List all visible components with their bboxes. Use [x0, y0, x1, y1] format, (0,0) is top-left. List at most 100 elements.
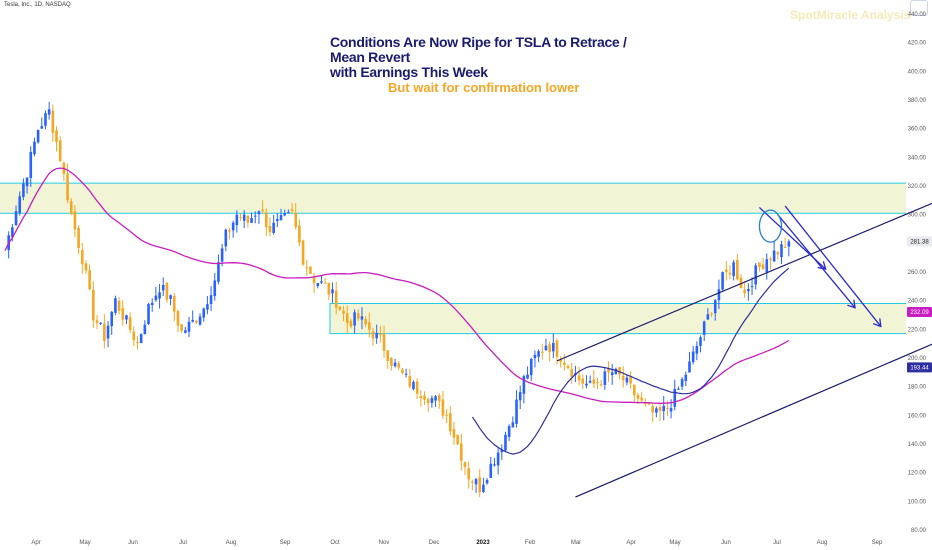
- candle-body: [316, 283, 320, 287]
- candle-series: [7, 101, 791, 497]
- candle-body: [566, 366, 570, 368]
- candle-body: [47, 109, 51, 115]
- time-tick-label: Apr: [31, 540, 40, 546]
- settings-button[interactable]: [910, 0, 928, 16]
- price-tick-label: 340.00: [908, 155, 927, 161]
- chart-subtitle: But wait for confirmation lower: [388, 80, 580, 95]
- time-tick-label: Aug: [817, 540, 828, 546]
- candle-body: [305, 267, 309, 269]
- ma200-line: [4, 167, 790, 404]
- price-tick-label: 360.00: [908, 127, 927, 133]
- candle-body: [485, 479, 489, 484]
- price-axis: 80.00 100.00 120.00 140.00 160.00 180.00 200.0…: [908, 12, 927, 534]
- candle-body: [724, 269, 728, 273]
- time-tick-label: Dec: [429, 540, 440, 546]
- candle-body: [655, 408, 658, 413]
- candle-body: [552, 342, 555, 352]
- price-labels: 281.38 232.09 193.44: [907, 236, 932, 373]
- candle-body: [761, 264, 765, 270]
- candle-body: [673, 388, 677, 407]
- channel-lower: [575, 343, 932, 498]
- candle-body: [25, 177, 29, 187]
- candle-body: [662, 405, 666, 412]
- candle-body: [88, 270, 91, 290]
- candle-body: [754, 265, 758, 285]
- candle-body: [92, 289, 95, 321]
- candle-body: [158, 292, 161, 299]
- candle-body: [69, 201, 73, 214]
- candle-body: [504, 434, 507, 451]
- candle-body: [272, 222, 275, 233]
- candle-body: [33, 141, 36, 155]
- candle-body: [691, 351, 695, 363]
- candle-body: [548, 344, 551, 353]
- price-tick-label: 140.00: [908, 442, 927, 448]
- candle-body: [511, 422, 515, 428]
- candle-body: [368, 322, 371, 330]
- candle-body: [592, 379, 596, 384]
- candle-body: [114, 298, 117, 313]
- candle-body: [625, 377, 629, 383]
- candle-body: [206, 304, 209, 310]
- candle-body: [471, 481, 474, 483]
- price-tick-label: 380.00: [908, 98, 927, 104]
- sr-zones: [0, 182, 906, 335]
- time-tick-label: Sep: [872, 540, 883, 546]
- candle-body: [621, 375, 625, 381]
- candle-body: [695, 346, 699, 354]
- candle-body: [106, 325, 110, 339]
- candle-body: [710, 313, 713, 315]
- candle-body: [518, 392, 522, 401]
- candle-body: [460, 443, 463, 461]
- candle-body: [371, 331, 375, 339]
- candle-body: [150, 302, 154, 306]
- price-label-text: 193.44: [910, 366, 929, 372]
- candle-body: [677, 388, 680, 390]
- time-tick-label: Sep: [280, 540, 291, 546]
- candle-body: [202, 308, 206, 318]
- candle-body: [496, 452, 500, 466]
- price-tick-label: 200.00: [908, 356, 927, 362]
- candle-body: [246, 215, 250, 223]
- candle-body: [474, 479, 478, 485]
- arrow-head: [817, 261, 827, 270]
- time-tick-label: Mar: [571, 540, 581, 546]
- candle-body: [14, 211, 18, 226]
- price-tick-label: 100.00: [908, 499, 927, 505]
- candle-body: [448, 413, 452, 432]
- candle-body: [522, 376, 526, 394]
- symbol-header: Tesla, Inc., 1D, NASDAQ: [4, 2, 71, 8]
- candle-body: [397, 363, 401, 368]
- candle-body: [143, 324, 147, 335]
- time-tick-label: Feb: [525, 540, 536, 546]
- candle-body: [235, 214, 239, 225]
- candle-body: [783, 246, 787, 248]
- candle-body: [780, 244, 783, 258]
- candle-body: [434, 396, 437, 401]
- arrow-shaft: [784, 205, 882, 327]
- candle-body: [128, 317, 132, 331]
- candle-body: [423, 395, 426, 400]
- candle-body: [334, 290, 338, 308]
- time-tick-label: Jul: [773, 540, 781, 546]
- candle-body: [570, 369, 574, 377]
- candle-body: [404, 373, 408, 375]
- candle-body: [320, 281, 323, 283]
- candle-body: [353, 312, 356, 326]
- candle-body: [136, 341, 139, 343]
- candle-body: [224, 229, 228, 247]
- candle-body: [228, 230, 231, 232]
- candle-body: [610, 372, 614, 376]
- candle-body: [184, 330, 187, 333]
- candle-body: [147, 303, 150, 325]
- price-tick-label: 320.00: [908, 184, 927, 190]
- trend-channel: [556, 202, 932, 498]
- price-tick-label: 420.00: [908, 41, 927, 47]
- candle-body: [375, 332, 378, 339]
- candle-body: [55, 130, 58, 143]
- time-tick-label: Oct: [330, 540, 340, 546]
- title-line-1: Conditions Are Now Ripe for TSLA to Retr…: [330, 34, 627, 65]
- candle-body: [478, 477, 482, 493]
- candle-body: [51, 110, 55, 133]
- candle-body: [132, 331, 136, 341]
